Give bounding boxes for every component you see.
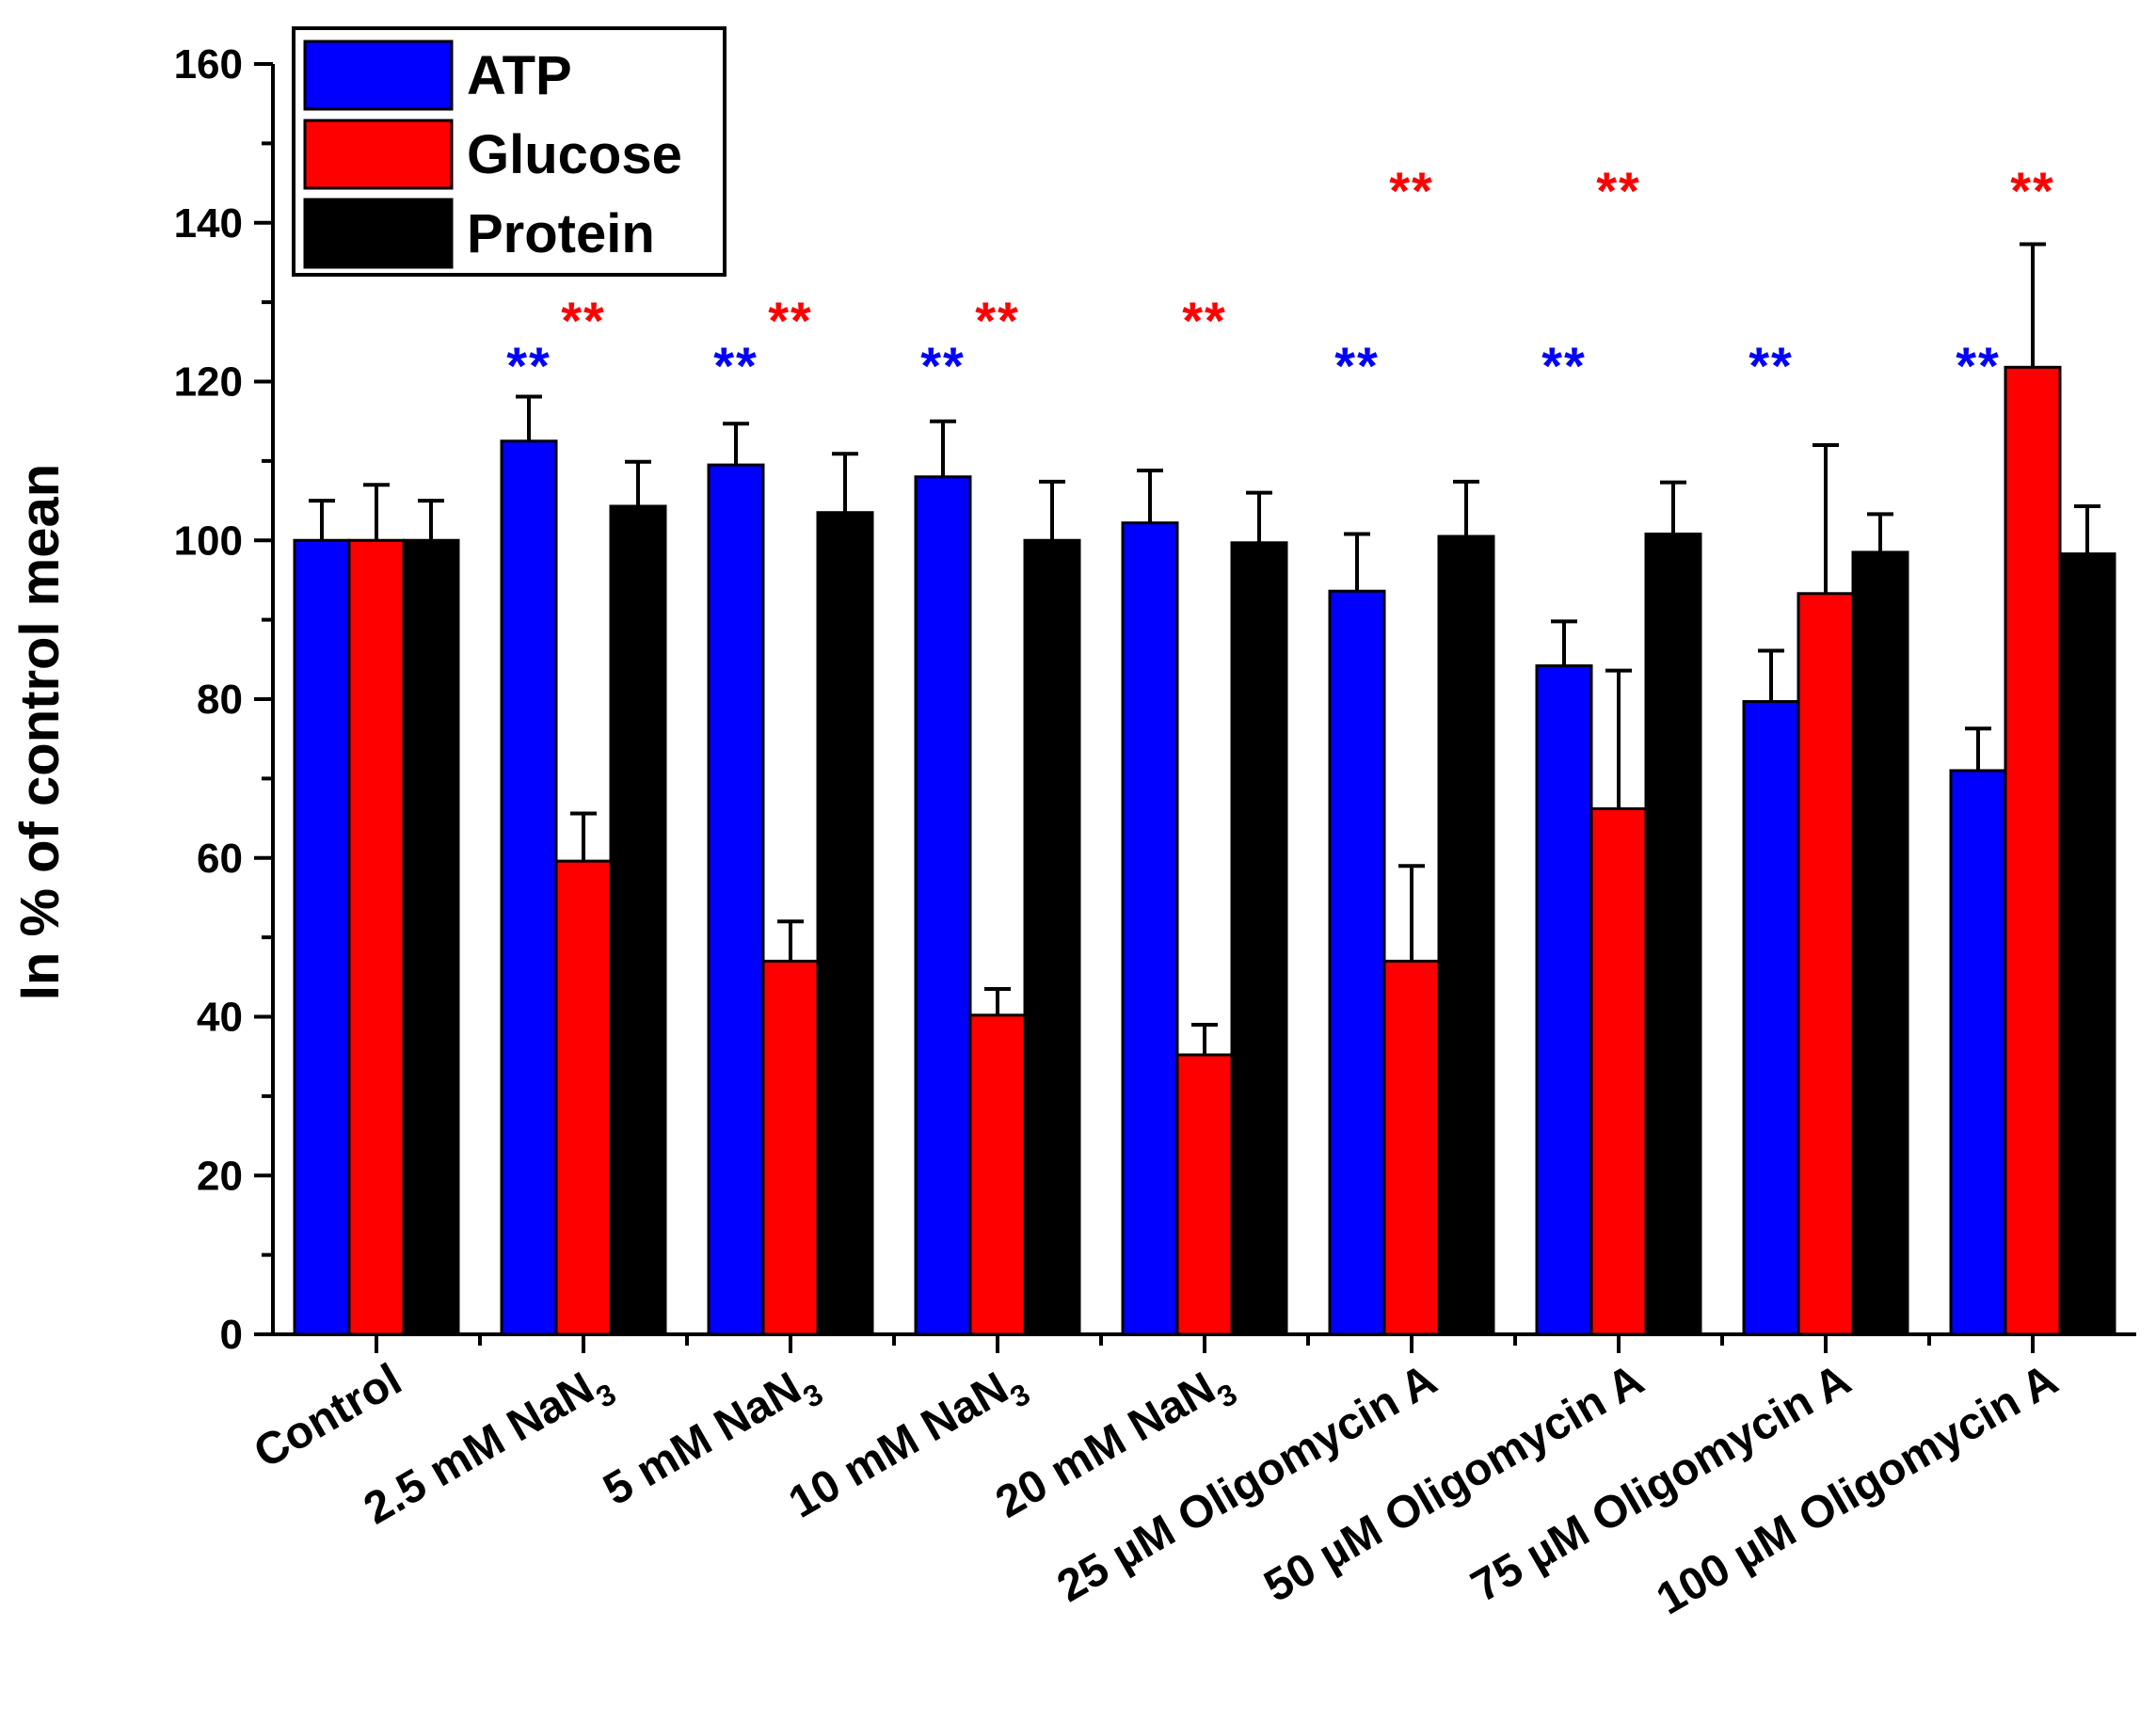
bar-atp-2 xyxy=(707,463,765,1336)
y-axis-label: In % of control mean xyxy=(9,464,71,1000)
legend: ATP Glucose Protein xyxy=(292,26,727,277)
y-tick-label: 100 xyxy=(174,518,243,564)
x-tick-label-6: 50 µM Oligomycin A xyxy=(1256,1355,1653,1613)
legend-label-protein: Protein xyxy=(467,203,655,264)
legend-label-atp: ATP xyxy=(467,45,572,106)
significance-atp-8: ** xyxy=(1956,336,2001,395)
significance-markers: ** ** ** ** ** ** **** ** ** **** ** ** xyxy=(506,161,2055,395)
bar-protein-2 xyxy=(816,511,874,1336)
significance-atp-2: ** xyxy=(713,336,759,395)
significance-atp-5: ** xyxy=(1334,336,1380,395)
y-tick-label: 80 xyxy=(197,677,243,723)
y-tick-label: 60 xyxy=(197,836,243,882)
bar-atp-3 xyxy=(914,475,972,1336)
bar-glucose-4 xyxy=(1175,1053,1234,1336)
bar-glucose-8 xyxy=(2004,365,2062,1336)
x-tick-label-5: 25 µM Oligomycin A xyxy=(1049,1355,1445,1613)
bar-glucose-3 xyxy=(968,1013,1027,1336)
significance-atp-1: ** xyxy=(506,336,551,395)
bar-glucose-6 xyxy=(1589,806,1648,1336)
bars xyxy=(293,365,2116,1336)
significance-glucose-1: ** xyxy=(561,291,606,350)
y-tick-label: 40 xyxy=(197,995,243,1041)
legend-swatch-atp xyxy=(303,40,454,111)
bar-protein-5 xyxy=(1437,534,1495,1336)
y-tick-label: 140 xyxy=(174,200,243,247)
x-tick-label-text: 5 mM NaN xyxy=(596,1363,809,1516)
bar-atp-6 xyxy=(1535,664,1593,1336)
bar-protein-8 xyxy=(2058,552,2116,1336)
significance-atp-7: ** xyxy=(1749,336,1794,395)
significance-glucose-3: ** xyxy=(975,291,1020,350)
bar-glucose-1 xyxy=(554,859,613,1336)
significance-glucose-6: ** xyxy=(1596,161,1641,220)
bar-atp-1 xyxy=(500,439,558,1336)
error-bars xyxy=(309,242,2100,1055)
x-tick-label-0: Control xyxy=(246,1355,409,1478)
bar-atp-7 xyxy=(1742,700,1800,1336)
legend-swatch-protein xyxy=(303,198,454,269)
bar-protein-7 xyxy=(1851,550,1909,1336)
bar-protein-1 xyxy=(609,504,667,1336)
significance-glucose-8: ** xyxy=(2010,161,2055,220)
y-tick-label: 160 xyxy=(174,41,243,88)
significance-glucose-5: ** xyxy=(1389,161,1434,220)
bar-glucose-0 xyxy=(347,538,406,1336)
bar-atp-5 xyxy=(1328,589,1386,1336)
y-tick-label: 0 xyxy=(220,1312,243,1358)
legend-swatch-glucose xyxy=(303,119,454,190)
legend-label-glucose: Glucose xyxy=(467,124,682,185)
bar-protein-0 xyxy=(402,538,460,1336)
x-tick-label-text: Control xyxy=(246,1355,409,1478)
bar-atp-8 xyxy=(1949,769,2007,1336)
bar-glucose-2 xyxy=(761,959,820,1336)
significance-atp-6: ** xyxy=(1541,336,1587,395)
y-tick-label: 120 xyxy=(174,359,243,406)
bar-atp-4 xyxy=(1121,521,1179,1336)
significance-glucose-4: ** xyxy=(1182,291,1227,350)
y-tick-label: 20 xyxy=(197,1153,243,1199)
x-tick-label-text: 50 µM Oligomycin A xyxy=(1256,1355,1653,1613)
significance-glucose-2: ** xyxy=(768,291,813,350)
bar-protein-6 xyxy=(1644,533,1702,1336)
bar-atp-0 xyxy=(293,538,351,1336)
significance-atp-3: ** xyxy=(920,336,966,395)
bar-protein-3 xyxy=(1023,538,1081,1336)
x-tick-label-3: 10 mM NaN3 xyxy=(781,1355,1036,1537)
bar-protein-4 xyxy=(1230,541,1288,1336)
x-tick-label-text: 25 µM Oligomycin A xyxy=(1049,1355,1445,1613)
bar-glucose-7 xyxy=(1797,592,1855,1336)
bar-glucose-5 xyxy=(1382,959,1441,1336)
